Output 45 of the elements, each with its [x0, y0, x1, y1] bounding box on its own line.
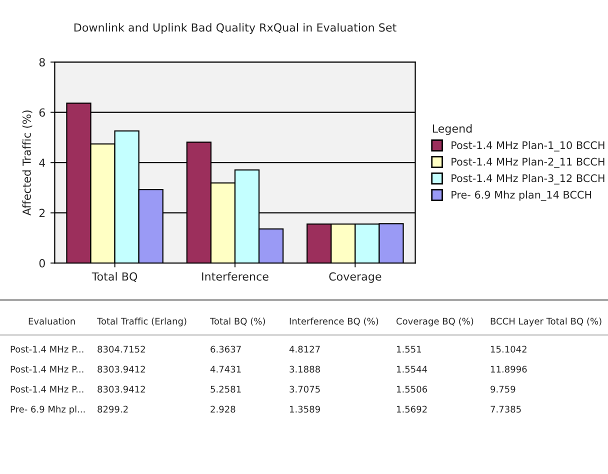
- text: 3.7075: [290, 386, 320, 393]
- text: 9.759: [490, 386, 516, 393]
- text: Evaluation: [28, 318, 75, 325]
- text: 8303.9412: [98, 386, 145, 393]
- text: 2.928: [210, 406, 236, 413]
- y-tick-label: 0: [39, 259, 45, 268]
- text: Pre- 6.9 Mhz pl...: [10, 406, 85, 414]
- text: Interference BQ (%): [290, 318, 378, 326]
- text: 4.7431: [210, 366, 241, 373]
- y-tick-label: 4: [39, 158, 46, 167]
- y-tick-label: 6: [39, 108, 45, 117]
- text: 1.5692: [396, 406, 427, 413]
- text: 1.551: [396, 346, 422, 353]
- text: Total BQ (%): [210, 318, 265, 326]
- text: 8304.7152: [98, 346, 145, 353]
- chart-title: Downlink and Uplink Bad Quality RxQual in Evaluation Set: [74, 23, 396, 34]
- legend-label: Post-1.4 MHz Plan-1_10 BCCH: [452, 141, 604, 152]
- text: 8299.2: [98, 406, 128, 413]
- y-axis-title: Affected Traffic (%): [22, 110, 32, 216]
- legend-label: Post-1.4 MHz Plan-2_11 BCCH: [452, 158, 604, 168]
- text: 7.7385: [490, 406, 521, 413]
- text: 11.8996: [490, 366, 527, 373]
- x-tick-label: Coverage: [329, 272, 382, 283]
- x-tick-label: Interference: [202, 272, 268, 281]
- text: 1.5544: [396, 366, 428, 373]
- text: 5.2581: [210, 386, 241, 393]
- text: Post-1.4 MHz P...: [10, 366, 84, 373]
- legend-label: Post-1.4 MHz Plan-3_12 BCCH: [452, 174, 604, 184]
- text: Post-1.4 MHz P...: [10, 386, 84, 393]
- text: 4.8127: [289, 346, 320, 353]
- text: 1.3589: [290, 406, 320, 413]
- text: Coverage BQ (%): [396, 318, 474, 326]
- y-tick-label: 8: [39, 58, 45, 66]
- text: Post-1.4 MHz P...: [10, 346, 84, 353]
- text: 8303.9412: [98, 366, 145, 373]
- x-tick-label: Total BQ: [92, 272, 138, 282]
- text: 15.1042: [490, 346, 526, 353]
- legend-title: Legend: [432, 124, 472, 135]
- y-tick-label: 2: [39, 208, 45, 218]
- text: BCCH Layer Total BQ (%): [490, 318, 602, 326]
- text: 1.5506: [396, 386, 428, 393]
- text: 3.1888: [290, 366, 320, 373]
- legend-label: Pre- 6.9 Mhz plan_14 BCCH: [452, 190, 592, 201]
- text: Total Traffic (Erlang): [96, 318, 186, 326]
- text: 6.3637: [210, 346, 241, 353]
